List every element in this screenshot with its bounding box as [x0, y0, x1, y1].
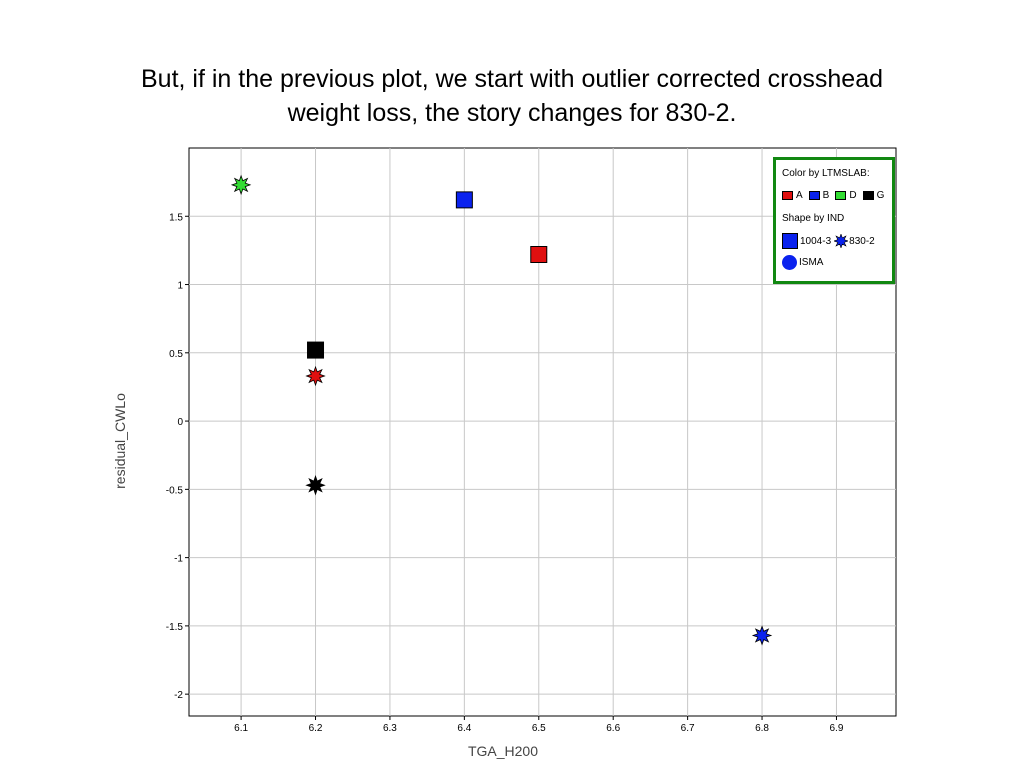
legend-label-1004-3: 1004-3: [800, 235, 832, 247]
title-line-2: weight loss, the story changes for 830-2…: [287, 99, 737, 127]
data-point-star: [305, 475, 326, 496]
legend-shape-row-1: 1004-3 830-2: [782, 233, 875, 249]
data-point-square: [455, 191, 473, 209]
x-tick-label: 6.9: [830, 723, 844, 734]
slide-title: But, if in the previous plot, we start w…: [62, 62, 962, 130]
legend-square-icon: [782, 233, 798, 249]
y-tick-label: -0.5: [166, 485, 184, 496]
data-point-square: [307, 341, 325, 359]
legend-label-830-2: 830-2: [849, 235, 875, 247]
legend-label-g: G: [876, 190, 885, 201]
x-tick-label: 6.5: [532, 723, 546, 734]
legend-shape-title: Shape by IND: [782, 213, 845, 224]
x-axis-title: TGA_H200: [468, 743, 538, 759]
x-tick-label: 6.8: [755, 723, 769, 734]
title-line-1: But, if in the previous plot, we start w…: [140, 65, 884, 93]
legend-star-icon: [834, 234, 849, 248]
legend-color-title: Color by LTMSLAB:: [782, 168, 870, 179]
tick-labels: 6.1 6.2 6.3 6.4 6.5 6.6 6.7 6.8 6.9 1.5 1 0.5 0 -0.5 -…: [166, 212, 844, 734]
x-tick-label: 6.4: [457, 723, 471, 734]
y-axis-title: residual_CWLo: [112, 393, 128, 489]
x-tick-label: 6.7: [681, 723, 695, 734]
data-point-star: [751, 625, 773, 646]
y-tick-label: 0: [177, 417, 183, 428]
legend-color-row: A B D G: [782, 190, 884, 201]
data-point-square: [530, 246, 548, 263]
data-point-star: [305, 365, 326, 387]
data-points: [230, 174, 773, 646]
legend-label-b: B: [822, 190, 830, 201]
x-tick-label: 6.1: [234, 723, 248, 734]
x-tick-label: 6.2: [309, 723, 323, 734]
legend-swatch-g: [862, 191, 874, 200]
legend-box: Color by LTMSLAB: A B D G Shape by IND 1…: [773, 157, 895, 284]
legend-swatch-d: [835, 191, 847, 200]
legend-swatch-b: [808, 191, 820, 200]
legend-swatch-a: [782, 191, 793, 200]
y-tick-label: -1.5: [166, 622, 184, 633]
y-tick-label: -1: [174, 554, 183, 565]
y-tick-label: 0.5: [169, 349, 183, 360]
legend-label-a: A: [796, 190, 803, 201]
x-tick-label: 6.6: [606, 723, 620, 734]
legend-shape-row-2: ISMA: [782, 255, 823, 270]
legend-label-d: D: [849, 190, 857, 201]
y-tick-label: 1: [177, 281, 183, 292]
data-point-star: [230, 174, 252, 196]
y-tick-label: 1.5: [169, 212, 183, 223]
grid-lines: [189, 148, 896, 716]
x-tick-label: 6.3: [383, 723, 397, 734]
legend-circle-icon: [782, 255, 797, 270]
legend-label-isma: ISMA: [799, 257, 824, 268]
y-tick-label: -2: [174, 690, 183, 701]
